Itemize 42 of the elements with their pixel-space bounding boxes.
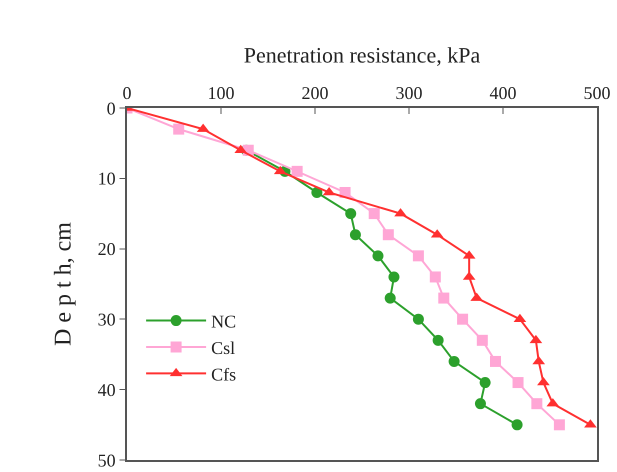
point: [457, 314, 468, 325]
legend-label: Csl: [211, 338, 236, 358]
x-tick-label: 100: [208, 83, 234, 104]
point: [311, 186, 322, 198]
point: [448, 356, 460, 367]
point: [382, 229, 394, 240]
point: [368, 208, 380, 220]
y-axis-title: D e p t h, cm: [50, 222, 76, 346]
legend-label: NC: [211, 312, 236, 332]
x-tick-label: 200: [302, 83, 328, 104]
point: [554, 419, 565, 430]
point: [512, 377, 524, 388]
x-tick-label: 400: [490, 83, 516, 104]
point: [490, 356, 501, 367]
point: [438, 292, 450, 304]
point: [345, 208, 356, 220]
point: [412, 250, 424, 262]
point: [480, 377, 491, 388]
point: [173, 124, 184, 135]
x-tick-label: 0: [122, 83, 132, 104]
point: [432, 334, 444, 346]
point: [384, 292, 396, 304]
x-tick-label: 500: [584, 83, 610, 104]
point: [474, 398, 486, 410]
point: [388, 271, 400, 282]
y-tick-label: 50: [98, 450, 116, 470]
y-tick-label: 30: [98, 310, 116, 330]
y-tick-label: 0: [106, 98, 116, 118]
point: [372, 250, 384, 262]
point: [430, 271, 441, 282]
legend-label: Cfs: [211, 364, 236, 384]
y-tick-label: 40: [98, 380, 116, 400]
point: [350, 229, 361, 240]
x-tick-label: 300: [396, 83, 422, 104]
point: [292, 166, 303, 177]
y-tick-label: 20: [98, 239, 116, 260]
y-tick-label: 10: [98, 168, 116, 189]
point: [531, 398, 542, 410]
point: [476, 334, 488, 346]
x-axis-title: Penetration resistance, kPa: [244, 42, 480, 68]
point: [512, 419, 523, 430]
point: [412, 314, 424, 325]
